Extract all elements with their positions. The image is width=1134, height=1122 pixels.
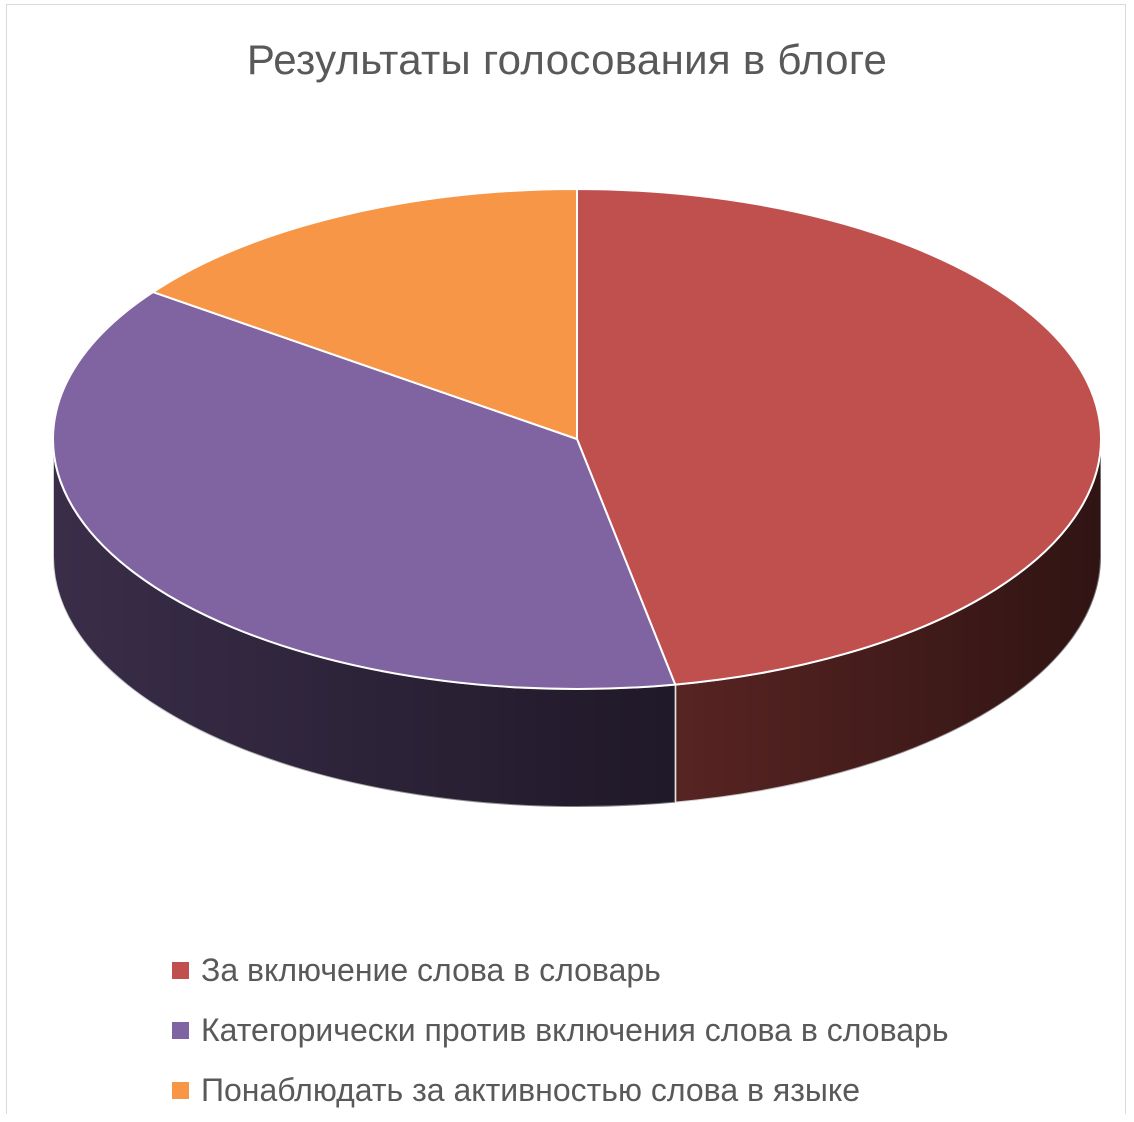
pie-chart (52, 188, 1102, 808)
legend: За включение слова в словарь Категоричес… (172, 940, 948, 1120)
legend-swatch-observe (172, 1081, 189, 1099)
legend-label-against: Категорически против включения слова в с… (201, 1011, 949, 1048)
legend-label-for: За включение слова в словарь (201, 951, 661, 988)
pie-side-shade-0 (675, 439, 1101, 803)
legend-item-against: Категорически против включения слова в с… (172, 1000, 948, 1060)
pie-slice-0 (576, 188, 1102, 686)
chart-title: Результаты голосования в блоге (246, 36, 888, 83)
legend-swatch-for (172, 961, 189, 979)
pie-slice-1 (52, 291, 677, 690)
pie-slice-2 (152, 188, 578, 440)
legend-label-observe: Понаблюдать за активностью слова в языке (201, 1071, 861, 1108)
legend-item-observe: Понаблюдать за активностью слова в языке (172, 1060, 948, 1120)
legend-swatch-against (172, 1021, 189, 1039)
pie-side-shade-1 (53, 439, 676, 807)
pie-tops (52, 188, 1102, 690)
legend-item-for: За включение слова в словарь (172, 940, 948, 1000)
